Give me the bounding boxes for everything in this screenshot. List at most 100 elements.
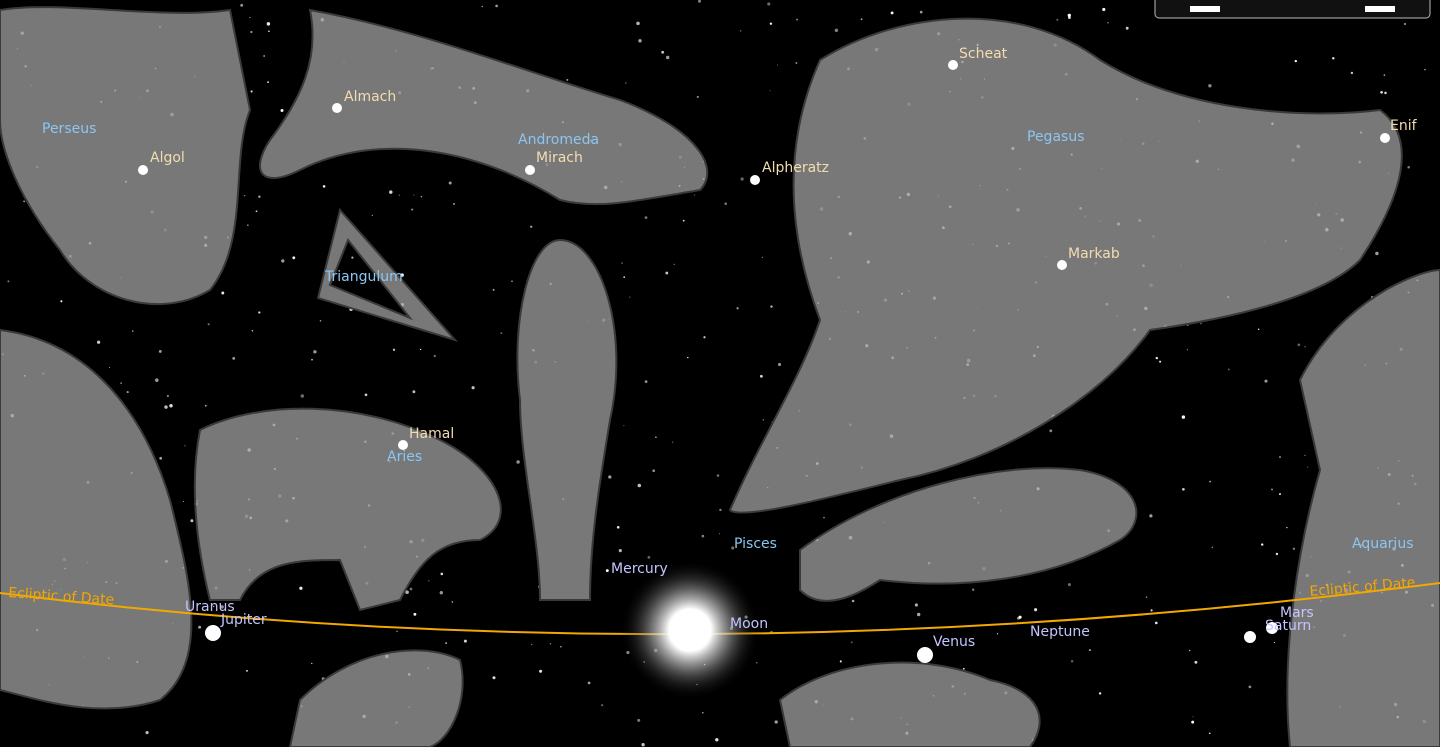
background-star [1102,8,1105,11]
background-star [1056,19,1058,21]
background-star [240,4,243,7]
background-star [1155,622,1158,625]
background-star [1286,527,1287,528]
background-star [703,336,705,338]
background-star [972,588,974,590]
background-star [1307,467,1308,468]
star-label[interactable]: Enif [1390,118,1418,134]
background-star [623,276,625,278]
planet[interactable] [1244,631,1256,643]
star-label[interactable]: Markab [1068,246,1120,262]
background-star [511,280,513,282]
star[interactable] [138,165,148,175]
planet-label[interactable]: Venus [933,634,975,650]
star-label[interactable]: Algol [150,150,185,166]
background-star [1279,456,1281,458]
background-star [1068,583,1071,586]
star[interactable] [332,103,342,113]
toolbar-button[interactable] [1190,6,1220,12]
star[interactable] [525,165,535,175]
background-star [258,196,260,198]
star-label[interactable]: Almach [344,89,396,105]
background-star [715,738,718,741]
background-star [629,297,630,298]
planet-label[interactable]: Jupiter [220,612,267,628]
background-star [164,405,167,408]
background-star [770,305,772,307]
background-star [244,195,245,196]
background-star [440,591,443,594]
constellation-label[interactable]: Pisces [734,536,777,552]
background-star [1304,455,1305,456]
background-star [625,82,626,83]
background-star [1151,609,1153,611]
background-star [267,81,269,83]
background-star [1193,716,1194,717]
constellation-label[interactable]: Andromeda [518,132,599,148]
planet-label[interactable]: Moon [730,616,768,632]
background-star [1146,596,1148,598]
star[interactable] [1057,260,1067,270]
star[interactable] [1380,133,1390,143]
background-star [399,194,400,195]
background-star [393,349,395,351]
star[interactable] [750,175,760,185]
background-star [396,631,397,632]
background-star [652,469,655,472]
background-star [411,209,413,211]
star-label[interactable]: Hamal [409,426,454,442]
background-star [171,405,172,406]
background-star [1375,252,1378,255]
planet-label[interactable]: Mars [1280,605,1314,621]
star-label[interactable]: Scheat [959,46,1008,62]
background-star [1209,481,1211,483]
background-star [190,519,193,522]
background-star [1407,166,1410,169]
star-label[interactable]: Alpheratz [762,160,829,176]
background-star [449,182,452,185]
constellation-label[interactable]: Perseus [42,121,96,137]
background-star [694,194,695,195]
background-star [492,676,495,679]
planet-label[interactable]: Neptune [1030,624,1090,640]
constellation-label[interactable]: Aries [387,449,422,465]
background-star [159,457,162,460]
background-star [1189,650,1191,652]
background-star [637,719,640,722]
background-star [256,210,258,212]
constellation-label[interactable]: Aquarius [1352,536,1413,552]
planet[interactable] [917,647,933,663]
star-label[interactable]: Mirach [536,150,583,166]
background-star [516,460,519,463]
background-star [775,720,778,723]
background-star [1068,16,1071,19]
star[interactable] [948,60,958,70]
background-star [258,311,260,313]
background-star [267,22,270,25]
background-star [702,535,705,538]
planet[interactable] [205,625,221,641]
constellation-label[interactable]: Triangulum [324,269,403,285]
background-star [472,386,475,389]
background-star [453,203,455,205]
constellation-label[interactable]: Pegasus [1027,129,1084,145]
background-star [566,79,568,81]
background-star [413,613,416,616]
background-star [1200,323,1202,325]
background-star [769,90,770,91]
background-star [127,391,129,393]
background-star [1228,368,1230,370]
toolbar-button[interactable] [1365,6,1395,12]
background-star [770,22,772,24]
background-star [539,670,542,673]
background-star [434,355,436,357]
background-star [500,332,502,334]
planet-label[interactable]: Mercury [611,561,668,577]
background-star [601,704,603,706]
background-star [311,663,312,664]
background-star [638,39,641,42]
background-star [247,224,248,225]
background-star [1182,415,1185,418]
background-star [665,272,668,275]
background-star [232,357,235,360]
